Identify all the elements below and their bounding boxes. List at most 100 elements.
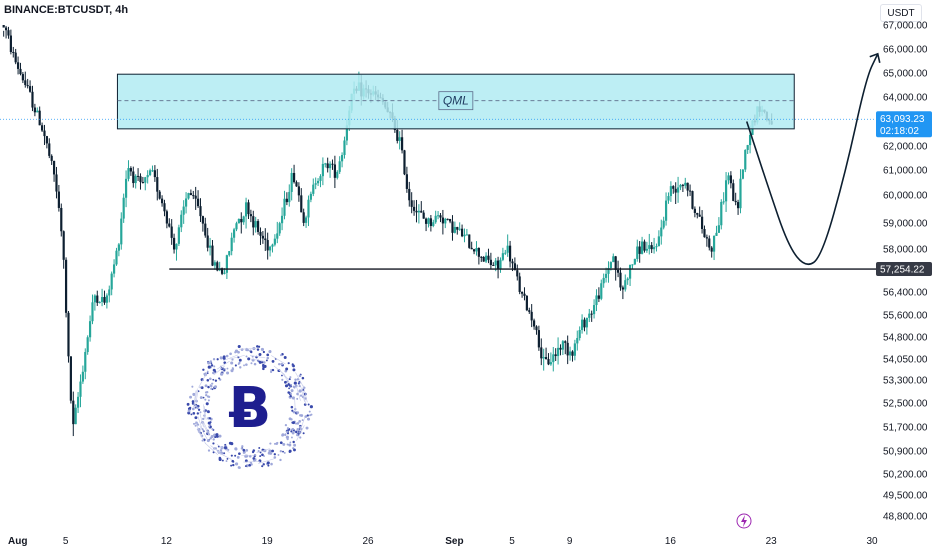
candle [626, 277, 629, 285]
candle [7, 26, 10, 39]
candle [513, 257, 516, 271]
candle [573, 339, 576, 361]
price-axis[interactable]: 67,000.00 66,000.00 65,000.00 64,000.00 62,0… [883, 21, 928, 523]
candle [660, 219, 663, 245]
candle [525, 295, 528, 312]
candle [705, 234, 708, 247]
candle [228, 250, 231, 257]
candle [578, 326, 581, 341]
candle [96, 290, 99, 306]
candle [537, 325, 540, 351]
currency-button[interactable]: USDT [880, 4, 922, 22]
time-axis[interactable]: Aug 5 12 19 26 Sep 5 9 16 23 30 [8, 536, 878, 547]
bitcoin-logo: Ƀ [186, 344, 313, 469]
candle [170, 219, 173, 245]
candle [624, 274, 627, 292]
candle [580, 314, 584, 334]
projection-arrowhead [869, 52, 881, 63]
candle [535, 325, 538, 335]
candle [698, 206, 701, 217]
candle [676, 176, 680, 203]
candle [319, 174, 322, 188]
candle [504, 249, 507, 256]
candle [674, 182, 677, 205]
x-tick-label: Aug [8, 536, 27, 547]
candle [225, 254, 228, 279]
candle [597, 287, 600, 303]
candle [242, 215, 245, 225]
candle [204, 217, 207, 238]
candle [45, 135, 48, 149]
candle [602, 273, 605, 288]
candle [544, 347, 548, 360]
candle [165, 209, 168, 229]
candle [247, 199, 250, 220]
y-tick-label: 48,800.00 [883, 512, 928, 523]
candle [672, 185, 675, 194]
candle [472, 248, 476, 255]
candle [79, 374, 82, 408]
bar-countdown-label: 02:18:02 [880, 126, 919, 137]
x-tick-label: 9 [567, 536, 573, 547]
candle [600, 279, 603, 301]
candle [16, 56, 20, 75]
candle [14, 48, 17, 65]
candle [724, 172, 728, 212]
candle [583, 317, 586, 332]
y-tick-label: 67,000.00 [883, 21, 928, 32]
candle [552, 346, 555, 372]
candle [343, 136, 346, 159]
candle [278, 221, 281, 236]
candle [24, 71, 27, 88]
candle [280, 207, 284, 231]
y-tick-label: 49,500.00 [883, 491, 928, 502]
candle [115, 247, 118, 266]
candle [484, 252, 488, 264]
x-tick-label: 26 [362, 536, 374, 547]
candle [456, 226, 459, 235]
candle [530, 304, 533, 328]
y-tick-label: 60,000.00 [883, 191, 928, 202]
candle [81, 365, 84, 384]
candle [19, 62, 22, 76]
x-tick-label: 12 [161, 536, 173, 547]
candle [40, 122, 44, 132]
candle [196, 190, 200, 208]
candle [314, 177, 317, 190]
candle [93, 294, 96, 311]
candle [729, 171, 732, 189]
candle [91, 294, 94, 325]
candle [194, 186, 197, 210]
lightning-icon[interactable] [736, 513, 752, 529]
candle [621, 285, 624, 300]
candle [57, 184, 60, 212]
candle [156, 168, 159, 201]
candle [614, 255, 617, 281]
candle [36, 107, 39, 113]
candle [669, 181, 672, 202]
y-tick-label: 55,600.00 [883, 311, 928, 322]
candle [405, 166, 408, 193]
candle [427, 217, 430, 228]
candle [585, 317, 588, 335]
candle [206, 227, 209, 252]
projection-path[interactable] [745, 53, 879, 266]
candle [124, 170, 128, 208]
candle [424, 217, 428, 232]
candle [480, 256, 483, 262]
candle [321, 157, 324, 186]
candle [302, 208, 305, 227]
candle [309, 191, 312, 203]
candle [619, 267, 622, 291]
candle [506, 234, 509, 257]
candle [508, 240, 512, 268]
candle [595, 289, 598, 312]
candle [470, 241, 473, 250]
candle [28, 80, 32, 93]
candle [184, 192, 188, 214]
candle [64, 257, 68, 318]
candle [136, 168, 140, 181]
support-price-label: 57,254.22 [880, 265, 925, 276]
candle [477, 247, 480, 265]
